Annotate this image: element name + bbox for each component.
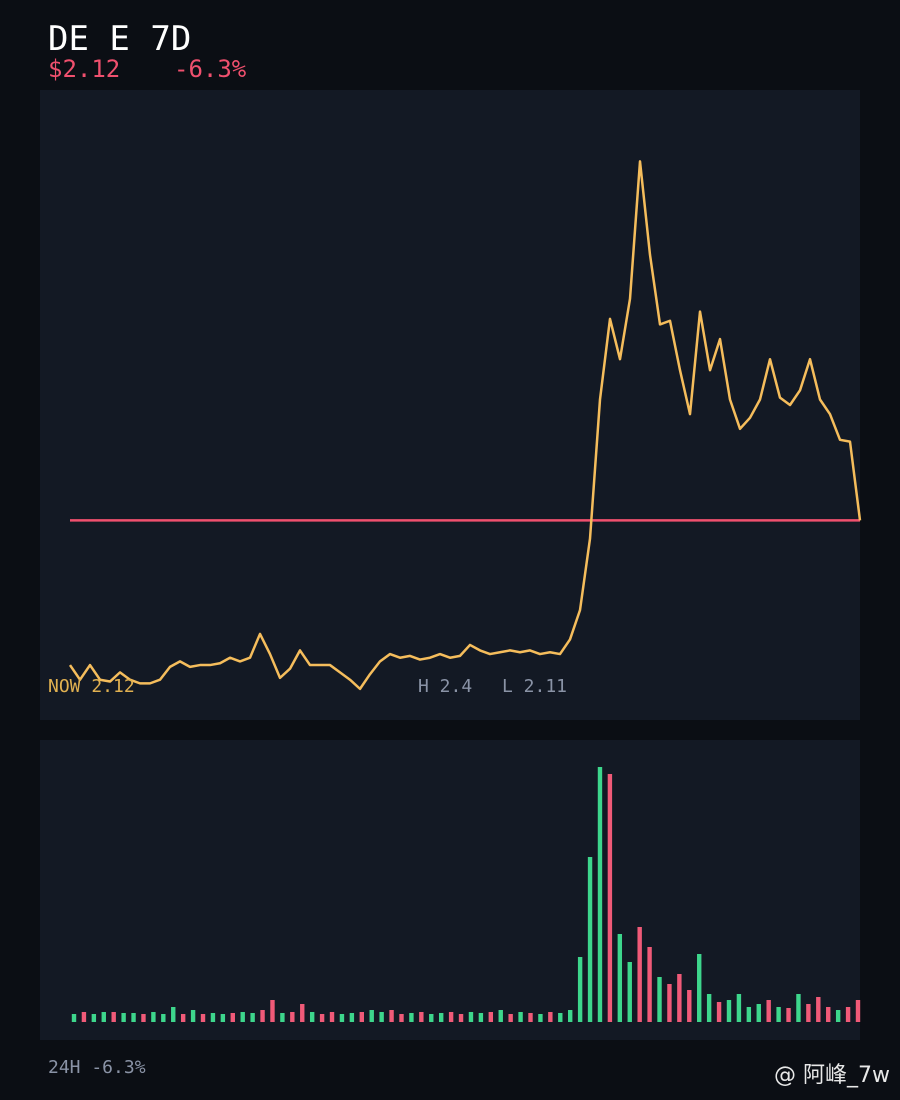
volume-bar [171,1007,176,1022]
volume-bar [270,1000,275,1022]
volume-bar [349,1013,355,1022]
volume-bar [647,947,652,1022]
volume-bar [111,1012,116,1022]
volume-bar [786,1008,791,1022]
volume-bar [220,1014,226,1022]
volume-bar [190,1010,196,1022]
volume-bar [796,994,801,1022]
volume-bar [200,1014,206,1022]
volume-bar [458,1014,464,1022]
volume-bar [845,1007,851,1022]
low-label: L 2.11 [502,676,567,697]
volume-bar [419,1012,424,1022]
volume-bar [399,1014,404,1022]
volume-bar [736,994,742,1022]
volume-bar [756,1004,761,1022]
volume-bar [627,962,632,1022]
volume-bar [329,1012,335,1022]
volume-bar [706,994,712,1022]
volume-bar [816,997,821,1022]
volume-bar [558,1013,563,1022]
volume-bar [716,1002,722,1022]
volume-bar [210,1013,216,1022]
volume-bar [369,1010,374,1022]
volume-bar [855,1000,861,1022]
volume-bar [300,1004,305,1022]
volume-bar [71,1014,77,1022]
volume-bar [597,767,603,1022]
volume-bar [309,1012,315,1022]
volume-bar [448,1012,454,1022]
volume-bar [260,1010,265,1022]
volume-bar [518,1012,523,1022]
volume-bar [290,1012,295,1022]
volume-bar [508,1014,513,1022]
volume-bar [101,1012,106,1022]
volume-bar [359,1012,364,1022]
volume-bar [240,1012,245,1022]
volume-bar [468,1012,474,1022]
price: $2.12 [48,55,120,83]
title: DE E 7D [48,19,191,59]
volume-bar [131,1013,136,1022]
volume-bar [141,1014,146,1022]
volume-bar [607,774,613,1022]
volume-bar [697,954,702,1022]
volume-bar [379,1012,384,1022]
volume-bar [488,1012,494,1022]
volume-bar [726,1000,732,1022]
volume-bar [151,1012,156,1022]
price-panel [40,90,860,720]
price-line [68,160,862,691]
volume-bar [91,1014,97,1022]
now-label: NOW 2.12 [48,676,135,697]
volume-bar [835,1010,841,1022]
volume-bar [826,1007,831,1022]
volume-bar [280,1013,285,1022]
change: -6.3% [174,55,247,83]
volume-chart [71,767,861,1022]
volume-bar [667,984,672,1022]
volume-bar [429,1014,434,1022]
volume-bar [806,1004,811,1022]
volume-bar [528,1013,533,1022]
volume-bar [587,857,593,1022]
volume-bar [180,1014,186,1022]
volume-bar [250,1013,255,1022]
volume-bar [409,1013,414,1022]
volume-bar [657,977,662,1022]
volume-bar [568,1010,573,1022]
volume-bar [478,1013,484,1022]
volume-bar [538,1014,543,1022]
volume-bar [230,1013,235,1022]
high-label: H 2.4 [418,676,472,697]
footer-summary: 24H -6.3% [48,1057,146,1078]
volume-bar [438,1013,444,1022]
volume-bar [389,1010,394,1022]
volume-bar [548,1012,553,1022]
volume-bar [339,1014,345,1022]
volume-bar [498,1010,503,1022]
volume-bar [121,1013,126,1022]
volume-bar [766,1000,771,1022]
volume-bar [617,934,623,1022]
volume-bar [637,927,642,1022]
volume-bar [687,990,692,1022]
volume-panel [40,740,860,1040]
watermark: @ 阿峰_7w [774,1063,890,1088]
volume-bar [746,1007,752,1022]
volume-bar [776,1007,781,1022]
price-chart [68,160,862,691]
volume-bar [577,957,583,1022]
volume-bar [81,1012,87,1022]
volume-bar [161,1014,166,1022]
volume-bar [319,1014,325,1022]
volume-bar [677,974,682,1022]
